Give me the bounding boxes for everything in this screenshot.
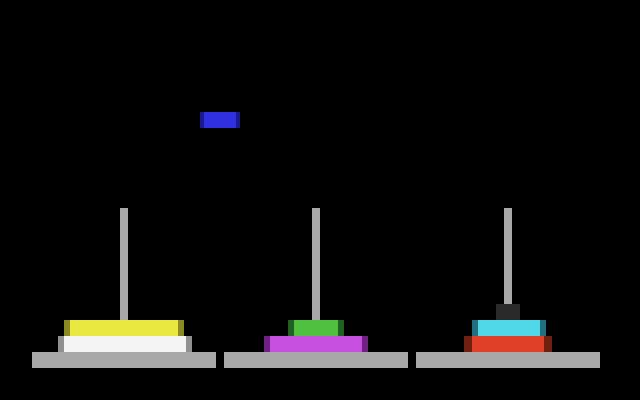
disk-body [472,336,544,352]
disk [464,336,552,352]
disk [264,336,368,352]
disk [64,320,184,336]
disk-body [496,304,520,320]
disk-body [294,320,338,336]
disk-body [478,320,540,336]
base [32,352,216,368]
disk [496,304,520,320]
disk [204,112,236,128]
disk [472,320,546,336]
disk-body [270,336,362,352]
held-disk[interactable] [200,112,240,128]
peg[interactable] [504,208,512,352]
disk-body [64,336,186,352]
base [224,352,408,368]
peg[interactable] [312,208,320,352]
base [416,352,600,368]
disk-body [70,320,178,336]
disk [58,336,192,352]
disk [288,320,344,336]
peg[interactable] [120,208,128,352]
